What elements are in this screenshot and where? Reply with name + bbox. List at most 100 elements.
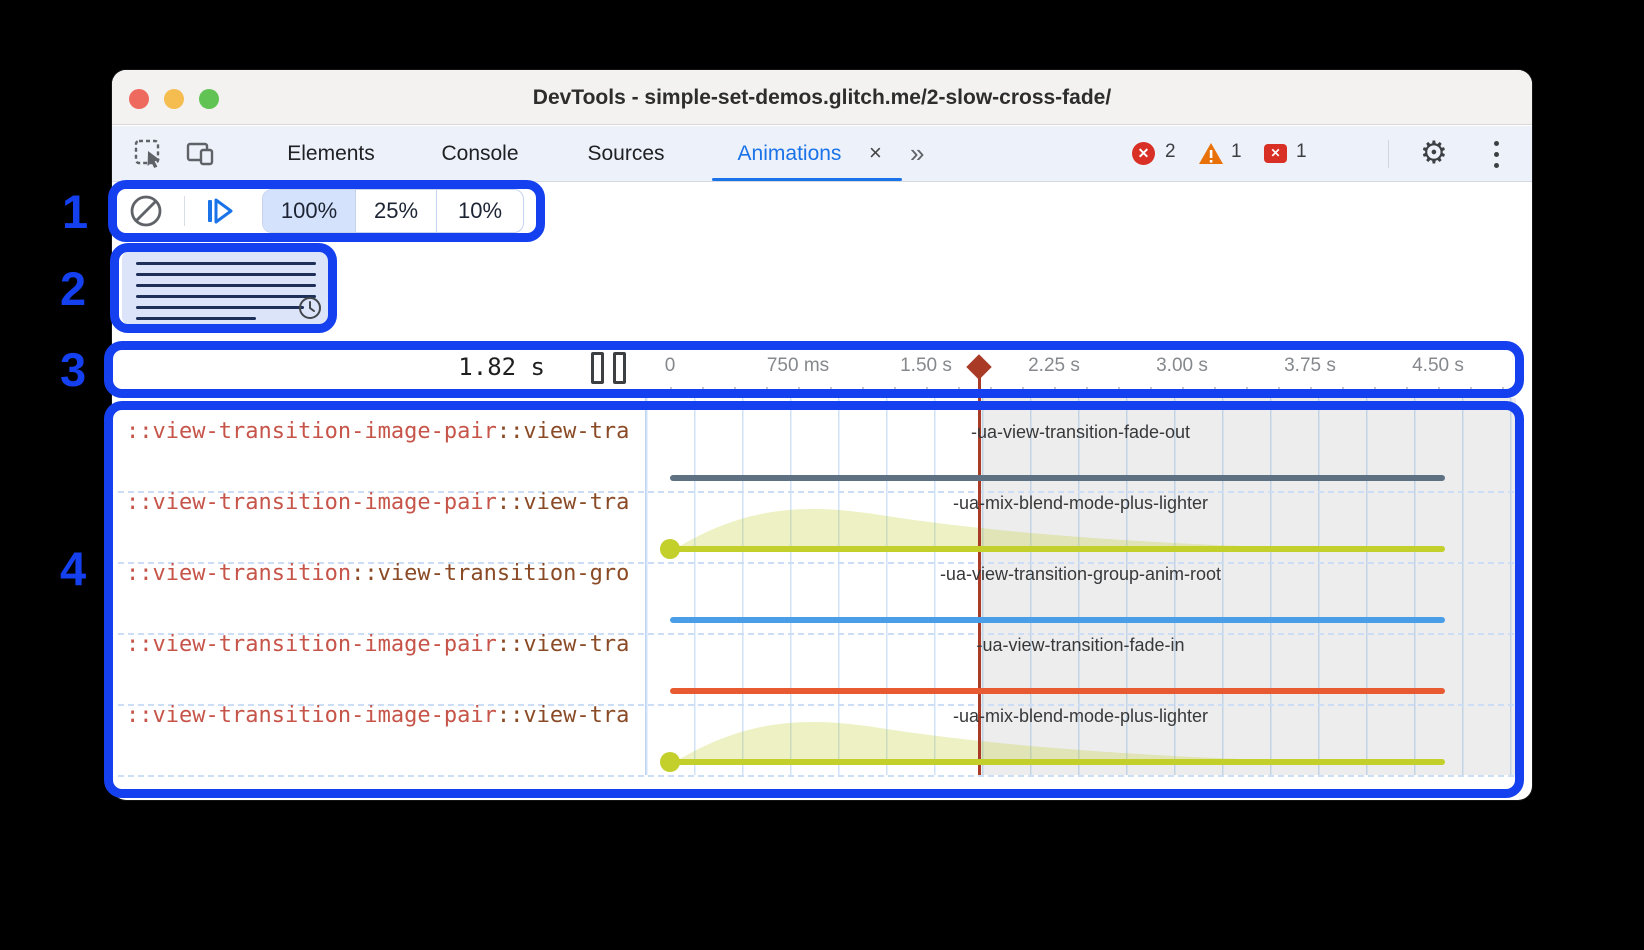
ruler-tick-mark (1246, 387, 1248, 394)
preview-line (136, 317, 256, 320)
issues-count: 1 (1296, 141, 1307, 162)
ruler-tick-mark (1470, 387, 1472, 394)
animation-name-label: -ua-view-transition-fade-out (970, 422, 1191, 442)
playback-rate-group: 100% 25% 10% (262, 189, 524, 233)
ruler-tick-label: 3.00 s (1156, 355, 1208, 376)
row-separator (118, 633, 1514, 635)
ruler-tick-label: 4.50 s (1412, 355, 1464, 376)
controls-divider (184, 196, 185, 226)
ruler-tick-mark (670, 387, 672, 394)
warning-badge-icon[interactable] (1198, 141, 1224, 167)
ruler-tick-mark (1310, 387, 1312, 394)
ruler-tick-mark (1214, 387, 1216, 394)
row-selector: ::view-transition-image-pair::view-tra (126, 703, 630, 728)
ruler-tick-mark (926, 387, 928, 394)
preview-line (136, 306, 304, 309)
animation-duration-bar[interactable] (670, 759, 1445, 765)
ruler-tick-mark (798, 387, 800, 394)
callout-number-3: 3 (60, 343, 87, 396)
ruler-tick-mark (1182, 387, 1184, 394)
ruler-tick-mark (1438, 387, 1440, 394)
animation-name-label: -ua-view-transition-group-anim-root (939, 564, 1222, 584)
toolbar-divider (1388, 140, 1389, 168)
animation-duration-bar[interactable] (670, 688, 1445, 694)
ruler-tick-mark (1502, 387, 1504, 394)
animation-preview-thumbnail[interactable] (122, 251, 330, 325)
ruler-tick-mark (1342, 387, 1344, 394)
easing-curve (670, 508, 1370, 552)
row-selector: ::view-transition-image-pair::view-tra (126, 490, 630, 515)
row-separator (118, 491, 1514, 493)
animation-tracks-panel: ::view-transition-image-pair::view-tra-u… (112, 398, 1532, 777)
row-selector: ::view-transition::view-transition-gro (126, 561, 630, 586)
ruler-tick-mark (958, 387, 960, 394)
ruler-tick-mark (702, 387, 704, 394)
close-window-button[interactable] (129, 89, 149, 109)
callout-number-1: 1 (62, 185, 89, 238)
ruler-tick-mark (1406, 387, 1408, 394)
replay-icon[interactable] (207, 198, 233, 224)
gear-icon[interactable]: ⚙ (1420, 135, 1448, 170)
row-separator (118, 704, 1514, 706)
minimize-window-button[interactable] (164, 89, 184, 109)
error-count: 2 (1165, 141, 1176, 162)
keyframe-dot[interactable] (660, 539, 680, 559)
tab-elements[interactable]: Elements (287, 142, 375, 165)
ruler-tick-label: 1.50 s (900, 355, 952, 376)
rate-25-button[interactable]: 25% (356, 190, 437, 232)
ruler-tick-mark (1086, 387, 1088, 394)
animation-name-label: -ua-view-transition-fade-in (976, 635, 1185, 655)
callout-number-2: 2 (60, 262, 87, 315)
devtools-window: DevTools - simple-set-demos.glitch.me/2-… (112, 70, 1532, 800)
inspect-element-icon[interactable] (134, 139, 164, 169)
callout-number-4: 4 (60, 542, 87, 595)
ruler-tick-label: 0 (664, 355, 676, 376)
preview-line (136, 273, 316, 276)
ruler-tick-mark (734, 387, 736, 394)
ruler-tick-mark (1022, 387, 1024, 394)
active-tab-underline (712, 178, 902, 181)
row-selector: ::view-transition-image-pair::view-tra (126, 419, 630, 444)
clear-all-icon[interactable] (128, 193, 164, 229)
ruler-tick-mark (1374, 387, 1376, 394)
zoom-window-button[interactable] (199, 89, 219, 109)
ruler-tick-label: 2.25 s (1028, 355, 1080, 376)
ruler-tick-mark (894, 387, 896, 394)
ruler-tick-mark (830, 387, 832, 394)
error-badge-icon[interactable]: ✕ (1132, 142, 1155, 165)
keyframe-dot[interactable] (660, 752, 680, 772)
clock-icon (299, 297, 321, 319)
animation-duration-bar[interactable] (670, 475, 1445, 481)
ruler-tick-mark (862, 387, 864, 394)
preview-line (136, 284, 316, 287)
tab-sources[interactable]: Sources (587, 142, 665, 165)
close-tab-icon[interactable]: × (869, 140, 882, 165)
animation-duration-bar[interactable] (670, 617, 1445, 623)
tab-animations[interactable]: Animations (737, 142, 842, 165)
issues-badge-icon[interactable]: ✕ (1264, 144, 1287, 163)
ruler-tick-mark (1278, 387, 1280, 394)
kebab-menu-icon[interactable] (1494, 141, 1499, 168)
ruler-tick-label: 3.75 s (1284, 355, 1336, 376)
animation-name-label: -ua-mix-blend-mode-plus-lighter (952, 706, 1209, 726)
row-separator (118, 562, 1514, 564)
ruler-tick-mark (990, 387, 992, 394)
pause-button[interactable] (577, 352, 635, 384)
window-title: DevTools - simple-set-demos.glitch.me/2-… (532, 86, 1112, 109)
window-titlebar: DevTools - simple-set-demos.glitch.me/2-… (112, 70, 1532, 125)
more-tabs-icon[interactable]: » (910, 138, 925, 168)
rate-10-button[interactable]: 10% (457, 198, 503, 223)
animation-name-label: -ua-mix-blend-mode-plus-lighter (952, 493, 1209, 513)
preview-line (136, 262, 316, 265)
future-time-overlay (980, 398, 1516, 775)
row-separator (118, 775, 1514, 777)
timeline-grid (645, 398, 1516, 775)
rate-100-button[interactable]: 100% (263, 190, 356, 232)
animation-duration-bar[interactable] (670, 546, 1445, 552)
ruler-tick-mark (1118, 387, 1120, 394)
ruler-tick-mark (1054, 387, 1056, 394)
easing-curve (670, 721, 1370, 765)
device-toolbar-icon[interactable] (186, 139, 216, 169)
tab-console[interactable]: Console (441, 142, 519, 165)
